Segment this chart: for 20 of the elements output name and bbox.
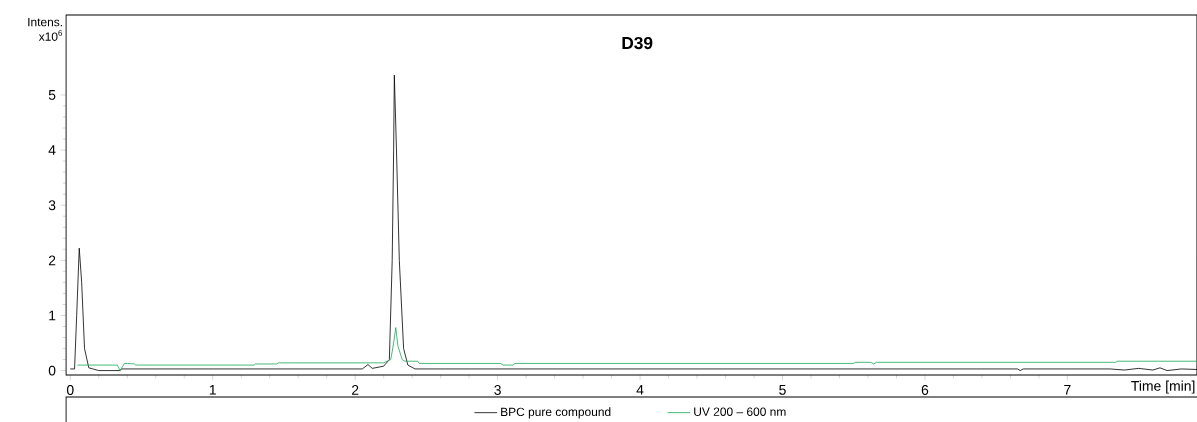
legend-label: BPC pure compound <box>501 407 611 419</box>
text: D39 <box>622 36 653 50</box>
y-tick-label: 4 <box>48 145 56 155</box>
x-tick-label: 7 <box>1064 385 1071 395</box>
x-tick-label: 0 <box>66 385 74 395</box>
y-tick-label: 5 <box>48 90 56 100</box>
x-tick-label: 1 <box>209 385 216 395</box>
legend-label: UV 200 – 600 nm <box>694 407 786 416</box>
y-tick-label: 3 <box>48 200 56 211</box>
y-tick-label: 0 <box>48 365 56 376</box>
x-axis-title: Time [min] <box>1131 380 1195 394</box>
y-axis-title: Intens. x10$^{6}$ <box>28 17 63 41</box>
x-tick-label: 2 <box>351 385 359 395</box>
y-tick-label: 1 <box>49 310 56 321</box>
line-series <box>77 327 1197 371</box>
x-tick-label: 3 <box>494 385 501 395</box>
x-tick-label: 5 <box>779 385 786 395</box>
y-tick-label: 2 <box>48 255 56 266</box>
x-tick-label: 4 <box>636 385 644 395</box>
x-tick-label: 6 <box>921 385 929 395</box>
